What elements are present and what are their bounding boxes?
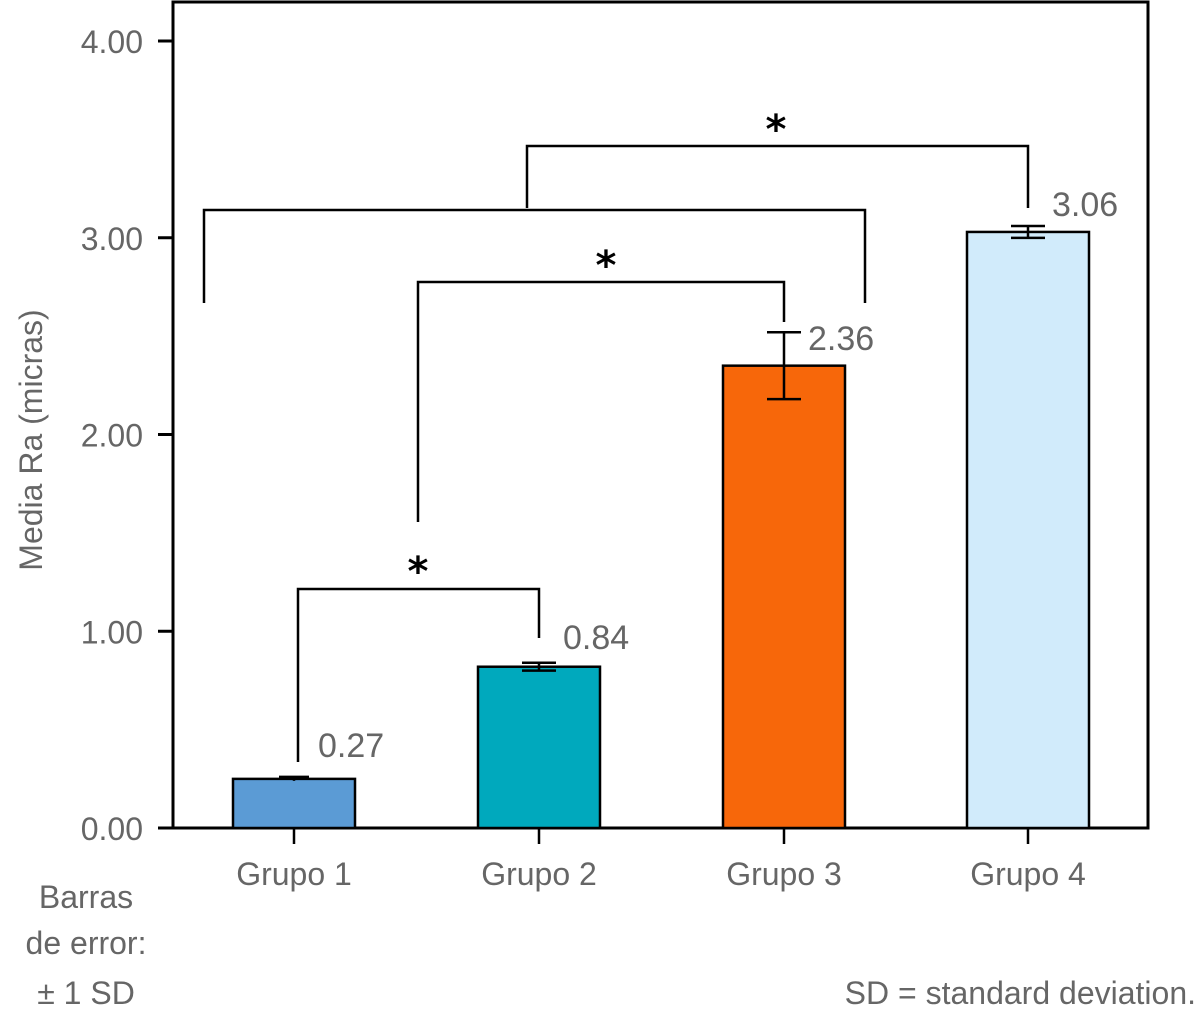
error-bars-note-line-1: Barras	[39, 879, 133, 915]
data-label-1: 0.27	[318, 727, 384, 765]
bracket-g1-g3-span	[202, 208, 867, 303]
bar-4	[965, 230, 1091, 830]
significance-brackets: * * *	[202, 107, 1030, 762]
bar-3	[721, 364, 847, 830]
y-tick-label: 2.00	[81, 418, 143, 454]
error-bars-note-line-3: ± 1 SD	[37, 975, 135, 1011]
plot-border	[171, 0, 1150, 830]
y-tick-label: 1.00	[81, 614, 143, 650]
x-tick-label: Grupo 2	[481, 856, 597, 892]
bracket-g2-g3	[416, 280, 786, 522]
y-axis-ticks: 0.00 1.00 2.00 3.00 4.00	[81, 24, 173, 847]
error-bars-note-line-2: de error:	[26, 925, 147, 961]
significance-asterisk: *	[596, 243, 617, 289]
bar-1	[231, 777, 357, 830]
x-axis-ticks: Grupo 1 Grupo 2 Grupo 3 Grupo 4	[236, 828, 1086, 892]
bar-2	[476, 665, 602, 830]
y-axis-label: Media Ra (micras)	[13, 309, 49, 570]
y-tick-label: 3.00	[81, 221, 143, 257]
y-tick-label: 0.00	[81, 811, 143, 847]
data-label-2: 0.84	[563, 619, 629, 657]
data-label-3: 2.36	[808, 320, 874, 358]
significance-asterisk: *	[408, 549, 429, 595]
x-tick-label: Grupo 3	[726, 856, 842, 892]
bracket-g1g3-g4	[525, 144, 1030, 208]
significance-asterisk: *	[766, 107, 787, 153]
y-tick-label: 4.00	[81, 24, 143, 60]
data-label-4: 3.06	[1052, 186, 1118, 224]
plot-frame	[171, 0, 1150, 830]
x-tick-label: Grupo 1	[236, 856, 352, 892]
bracket-g1-g2	[296, 587, 541, 762]
error-bars-group	[279, 224, 1045, 781]
sd-definition-note: SD = standard deviation.	[845, 975, 1196, 1011]
x-tick-label: Grupo 4	[970, 856, 1086, 892]
